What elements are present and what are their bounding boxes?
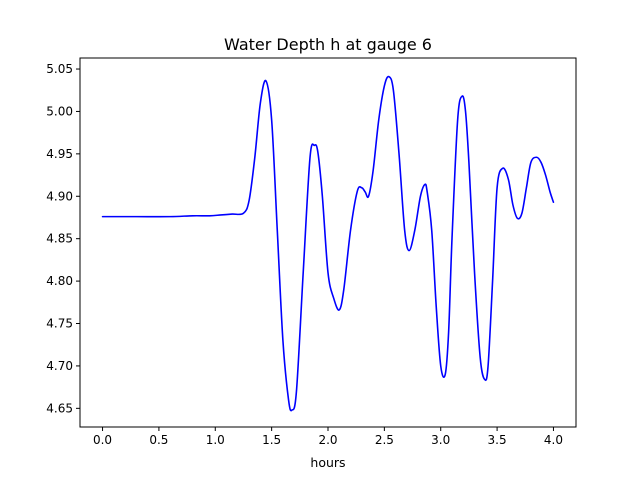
x-tick-label-5: 2.5 bbox=[375, 433, 394, 447]
chart-title: Water Depth h at gauge 6 bbox=[224, 35, 432, 54]
y-tick-label-5: 4.90 bbox=[46, 189, 73, 203]
plot-frame bbox=[79, 57, 577, 428]
y-tick-label-8: 5.05 bbox=[46, 62, 73, 76]
y-tick-label-7: 5.00 bbox=[46, 104, 73, 118]
x-tick-label-7: 3.5 bbox=[488, 433, 507, 447]
y-tick-label-3: 4.80 bbox=[46, 274, 73, 288]
x-tick-label-8: 4.0 bbox=[544, 433, 563, 447]
x-tick-label-3: 1.5 bbox=[262, 433, 281, 447]
y-tick-label-2: 4.75 bbox=[46, 317, 73, 331]
x-axis-label: hours bbox=[310, 455, 345, 470]
y-tick-label-4: 4.85 bbox=[46, 232, 73, 246]
x-tick-label-4: 2.0 bbox=[318, 433, 337, 447]
x-tick-label-0: 0.0 bbox=[93, 433, 112, 447]
series-line-0 bbox=[101, 75, 555, 412]
x-tick-label-1: 0.5 bbox=[149, 433, 168, 447]
x-tick-label-6: 3.0 bbox=[431, 433, 450, 447]
x-tick-label-2: 1.0 bbox=[206, 433, 225, 447]
y-tick-label-6: 4.95 bbox=[46, 147, 73, 161]
y-tick-label-1: 4.70 bbox=[46, 359, 73, 373]
y-tick-label-0: 4.65 bbox=[46, 401, 73, 415]
